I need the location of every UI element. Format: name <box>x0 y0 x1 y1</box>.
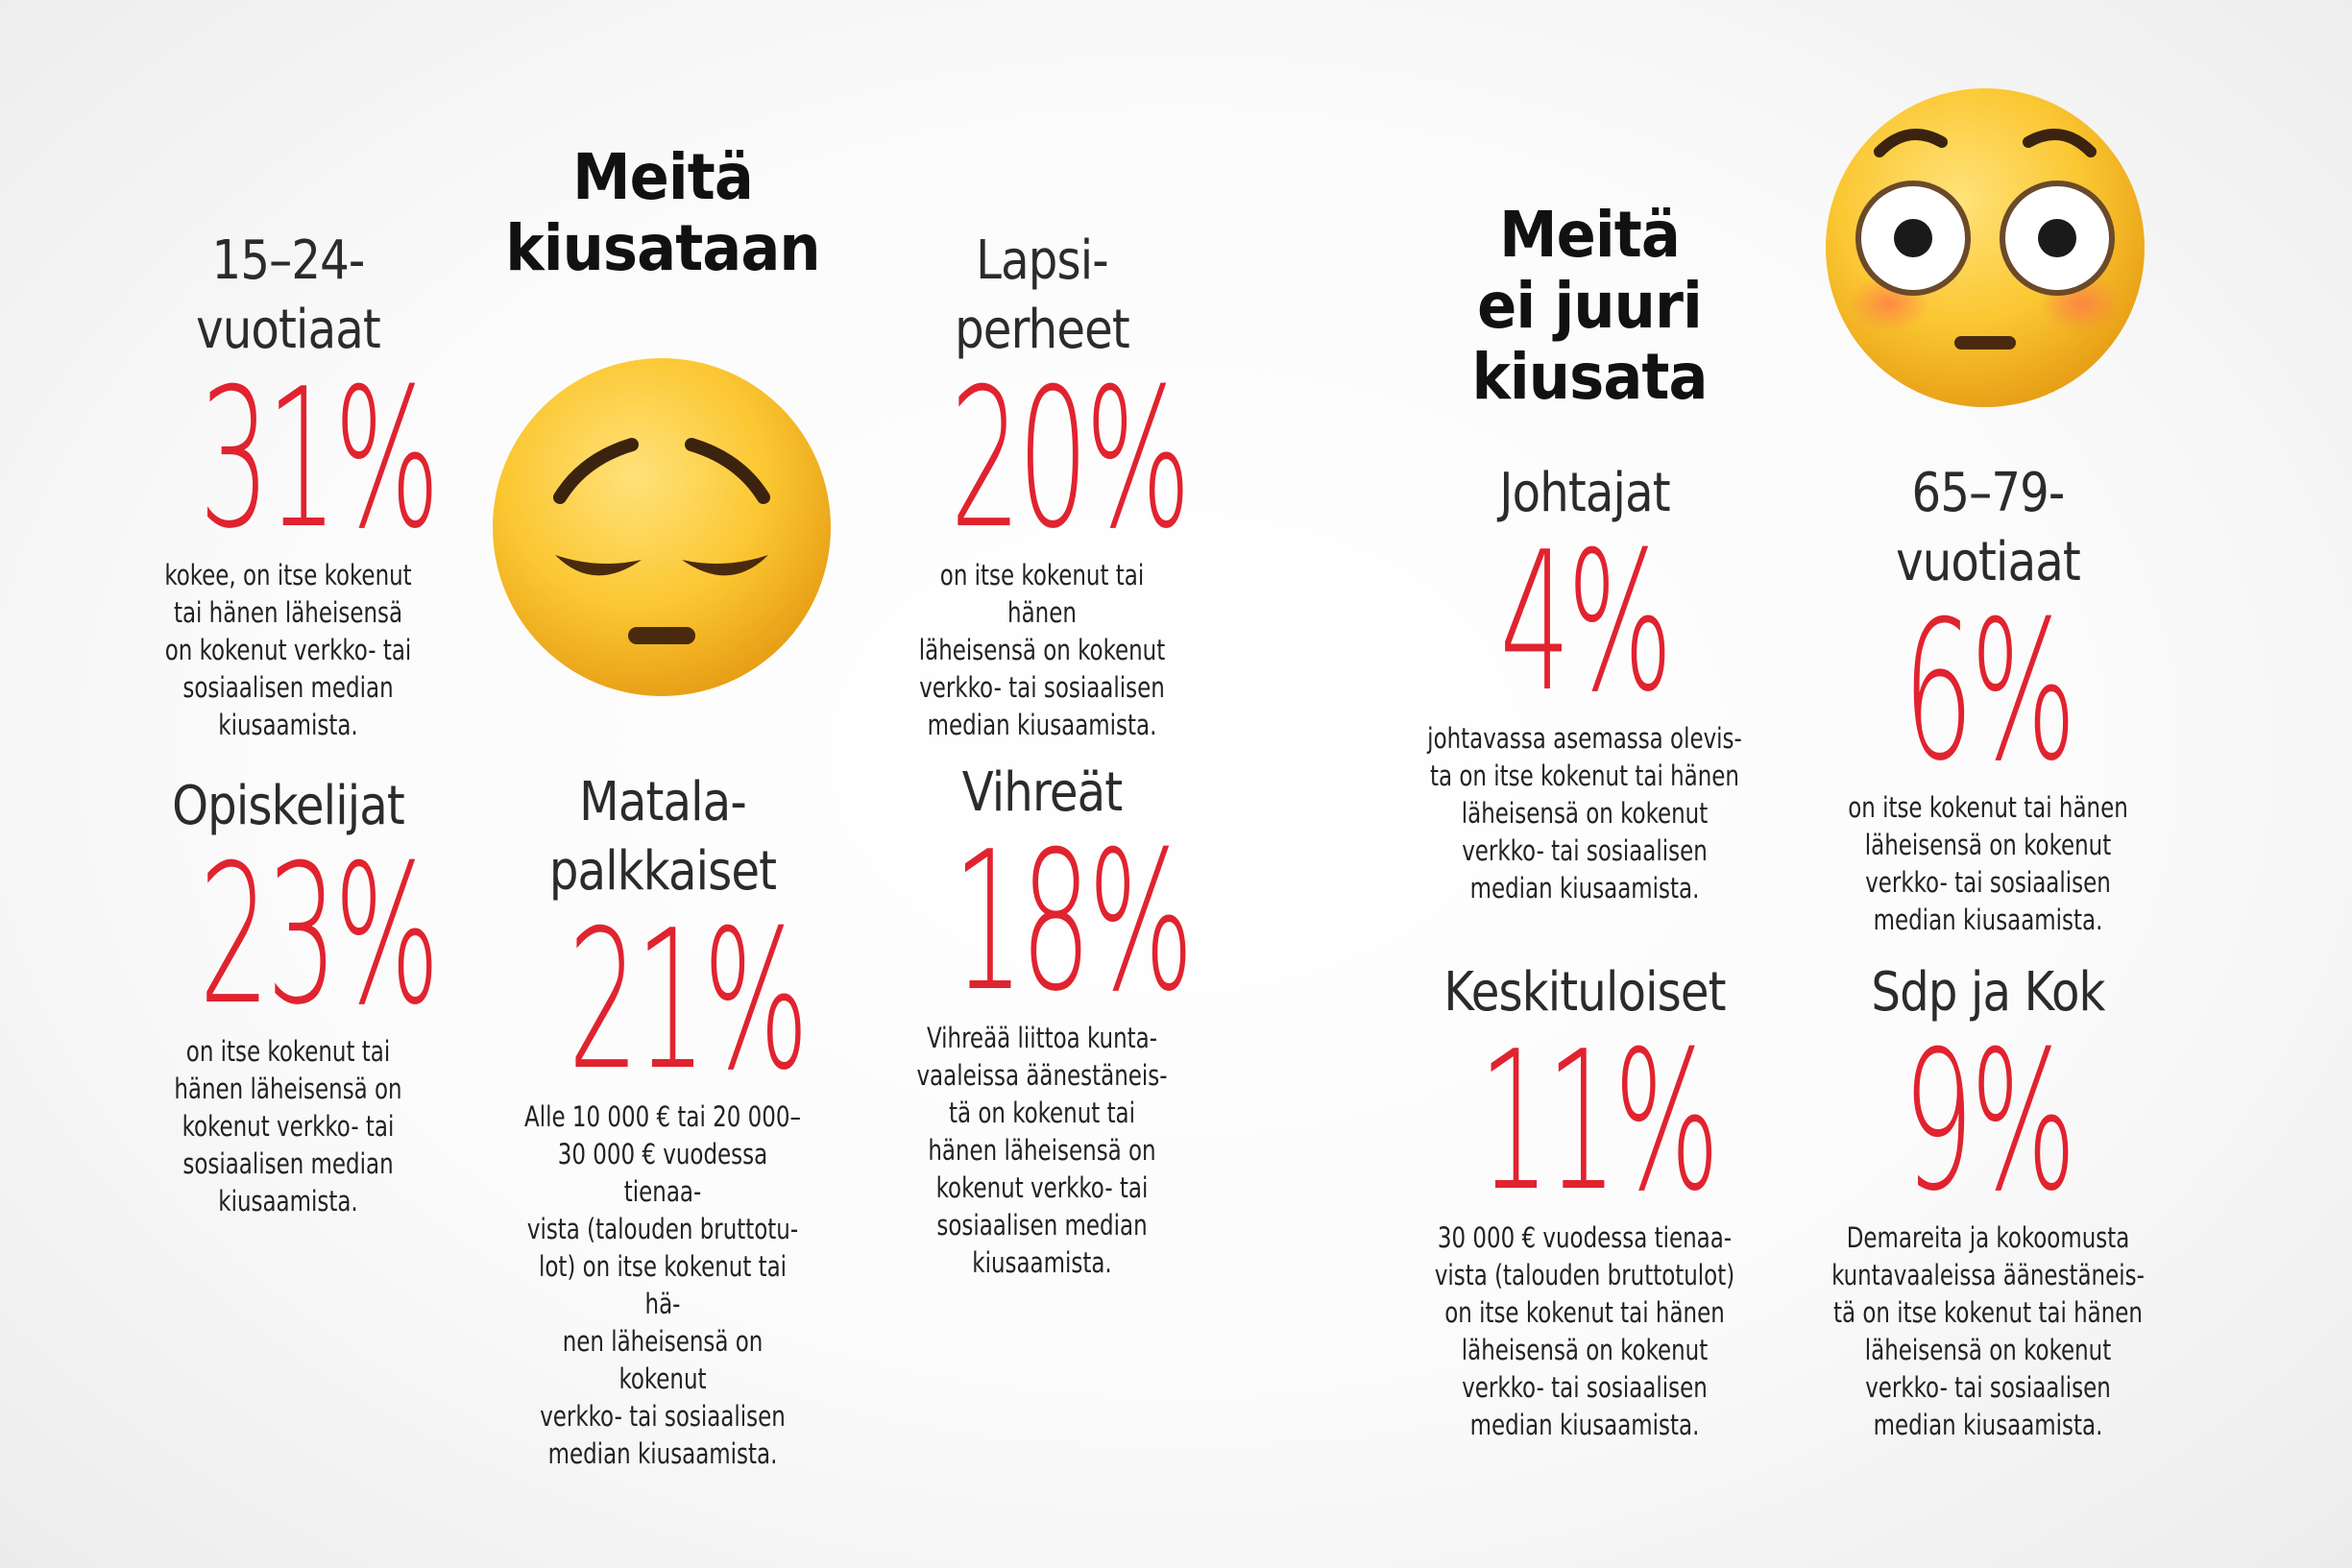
stat-65-79-vuotiaat: 65–79- vuotiaat 6% on itse kokenut tai h… <box>1806 459 2170 939</box>
stat-percent: 21% <box>568 889 809 1113</box>
stat-category: Matala- palkkaiset <box>548 771 777 903</box>
stat-percent: 20% <box>950 348 1191 571</box>
stat-percent: 11% <box>1478 1010 1720 1234</box>
stat-category: Lapsi- perheet <box>955 229 1130 361</box>
pensive-face-icon <box>488 353 836 701</box>
left-headline: Meitä kiusataan <box>505 140 820 285</box>
stat-percent: 9% <box>1903 1010 2076 1234</box>
stat-description: johtavassa asemassa olevis- ta on itse k… <box>1427 722 1742 905</box>
stat-category: Johtajat <box>1499 462 1670 524</box>
stat-percent: 18% <box>953 810 1194 1034</box>
stat-category: Sdp ja Kok <box>1871 961 2105 1024</box>
stat-description: on itse kokenut tai hänen läheisensä on … <box>918 559 1166 741</box>
stat-description: 30 000 € vuodessa tienaa- vista (taloude… <box>1434 1221 1735 1441</box>
flushed-face-icon <box>1822 84 2148 411</box>
stat-lapsiperheet: Lapsi- perheet 20% on itse kokenut tai h… <box>884 227 1200 744</box>
stat-description: on itse kokenut tai hänen läheisensä on … <box>174 1035 402 1218</box>
stat-15-24-vuotiaat: 15–24- vuotiaat 31% kokee, on itse koken… <box>134 227 442 744</box>
stat-johtajat: Johtajat 4% johtavassa asemassa olevis- … <box>1402 459 1767 907</box>
stat-matalapalkkaiset: Matala- palkkaiset 21% Alle 10 000 € tai… <box>499 768 826 1473</box>
stat-opiskelijat: Opiskelijat 23% on itse kokenut tai häne… <box>134 772 442 1220</box>
stat-category: Opiskelijat <box>172 775 405 837</box>
right-headline: Meitä ei juuri kiusata <box>1471 198 1708 414</box>
stat-description: Demareita ja kokoomusta kuntavaaleissa ä… <box>1831 1221 2145 1441</box>
stat-vihreat: Vihreät 18% Vihreää liittoa kunta- vaale… <box>888 759 1196 1282</box>
stat-percent: 6% <box>1903 580 2076 804</box>
stat-description: on itse kokenut tai hänen läheisensä on … <box>1848 791 2128 936</box>
stat-keskituloiset: Keskituloiset 11% 30 000 € vuodessa tien… <box>1402 958 1767 1444</box>
stat-category: 65–79- vuotiaat <box>1896 462 2081 593</box>
stat-percent: 4% <box>1499 511 1673 735</box>
stat-percent: 31% <box>199 348 440 571</box>
stat-category: Keskituloiset <box>1443 961 1726 1024</box>
stat-description: kokee, on itse kokenut tai hänen läheise… <box>164 559 412 741</box>
stat-description: Alle 10 000 € tai 20 000– 30 000 € vuode… <box>524 1100 801 1470</box>
stat-percent: 23% <box>199 824 440 1048</box>
stat-category: 15–24- vuotiaat <box>196 229 381 361</box>
stat-description: Vihreää liittoa kunta- vaaleissa äänestä… <box>916 1022 1168 1279</box>
stat-category: Vihreät <box>961 761 1123 824</box>
stat-sdp-ja-kok: Sdp ja Kok 9% Demareita ja kokoomusta ku… <box>1806 958 2170 1444</box>
